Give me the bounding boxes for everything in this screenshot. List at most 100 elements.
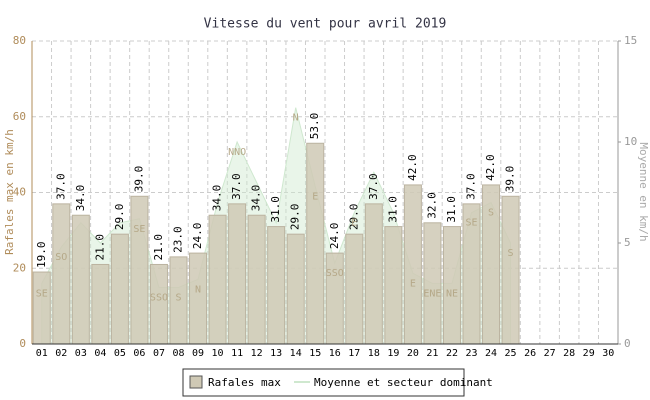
value-label: 23.0: [172, 226, 185, 253]
bar: [32, 271, 51, 345]
x-tick-label: 30: [602, 348, 614, 359]
bar: [91, 263, 110, 345]
y-axis-label: Rafales max en km/h: [3, 129, 16, 255]
x-tick-label: 25: [505, 348, 517, 359]
value-label: 34.0: [250, 185, 263, 212]
value-label: 37.0: [230, 173, 243, 200]
x-tick-label: 01: [36, 348, 48, 359]
value-label: 34.0: [74, 185, 87, 212]
value-label: 42.0: [484, 154, 497, 181]
value-label: 39.0: [132, 166, 145, 193]
bar: [247, 214, 266, 345]
y-tick-label: 60: [13, 110, 26, 123]
y2-tick-label: 10: [624, 135, 637, 148]
bar: [228, 203, 247, 345]
x-tick-label: 07: [153, 348, 165, 359]
bar: [149, 263, 168, 345]
value-label: 31.0: [445, 196, 458, 223]
bar: [442, 226, 461, 345]
bar: [364, 203, 383, 345]
x-tick-label: 16: [329, 348, 341, 359]
y2-tick-label: 0: [624, 337, 631, 350]
sector-label: SSO: [150, 292, 168, 303]
sector-label: NNO: [228, 147, 246, 158]
sector-label: N: [293, 113, 299, 124]
x-tick-label: 06: [133, 348, 145, 359]
value-label: 29.0: [347, 204, 360, 231]
sector-label: S: [508, 248, 514, 259]
legend-label: Rafales max: [208, 376, 281, 389]
x-tick-label: 14: [290, 348, 302, 359]
x-tick-label: 29: [583, 348, 595, 359]
x-tick-label: 24: [485, 348, 497, 359]
bar: [267, 226, 286, 345]
sector-label: SSO: [326, 268, 344, 279]
x-tick-label: 20: [407, 348, 419, 359]
x-tick-label: 27: [544, 348, 556, 359]
value-label: 19.0: [35, 242, 48, 269]
sector-label: SE: [36, 288, 48, 299]
y-tick-label: 80: [13, 34, 26, 47]
x-tick-label: 28: [563, 348, 575, 359]
bar: [286, 233, 305, 345]
x-tick-label: 10: [212, 348, 224, 359]
value-label: 37.0: [367, 173, 380, 200]
bar: [345, 233, 364, 345]
x-tick-label: 23: [465, 348, 477, 359]
sector-label: E: [312, 191, 318, 202]
legend-swatch: [189, 375, 203, 389]
legend-box: [182, 368, 465, 397]
x-tick-label: 15: [309, 348, 321, 359]
value-label: 37.0: [54, 173, 67, 200]
sector-label: NE: [446, 288, 458, 299]
x-tick-label: 08: [172, 348, 184, 359]
x-tick-label: 05: [114, 348, 126, 359]
x-tick-label: 13: [270, 348, 282, 359]
bar: [130, 195, 149, 345]
chart-title: Vitesse du vent pour avril 2019: [204, 17, 447, 32]
bar: [189, 252, 208, 345]
y2-axis-label: Moyenne en km/h: [637, 142, 650, 241]
value-label: 21.0: [93, 234, 106, 261]
sector-label: SE: [133, 224, 145, 235]
y2-tick-label: 5: [624, 236, 631, 249]
value-label: 24.0: [328, 223, 341, 250]
sector-label: SO: [55, 252, 67, 263]
x-tick-label: 19: [387, 348, 399, 359]
legend-label: Moyenne et secteur dominant: [314, 376, 493, 389]
x-tick-label: 09: [192, 348, 204, 359]
value-label: 31.0: [269, 196, 282, 223]
value-label: 34.0: [211, 185, 224, 212]
bar: [306, 142, 325, 345]
x-tick-label: 22: [446, 348, 458, 359]
sector-label: ENE: [423, 288, 441, 299]
value-label: 29.0: [113, 204, 126, 231]
y-tick-label: 0: [19, 337, 26, 350]
bar: [384, 226, 403, 345]
sector-label: S: [488, 208, 494, 219]
bar: [52, 203, 71, 345]
value-label: 39.0: [504, 166, 517, 193]
x-tick-label: 21: [426, 348, 438, 359]
x-tick-label: 11: [231, 348, 243, 359]
value-label: 24.0: [191, 223, 204, 250]
value-label: 31.0: [386, 196, 399, 223]
bar: [325, 252, 344, 345]
sector-label: E: [351, 218, 357, 229]
x-tick-label: 04: [94, 348, 106, 359]
y-tick-label: 20: [13, 261, 26, 274]
x-tick-label: 26: [524, 348, 536, 359]
bar: [71, 214, 90, 345]
sector-label: E: [410, 278, 416, 289]
bar: [423, 222, 442, 345]
x-tick-label: 03: [75, 348, 87, 359]
y2-tick-label: 15: [624, 34, 637, 47]
value-label: 21.0: [152, 234, 165, 261]
sector-label: N: [195, 284, 201, 295]
bar: [208, 214, 227, 345]
value-label: 37.0: [465, 173, 478, 200]
bar: [110, 233, 129, 345]
sector-label: SE: [465, 218, 477, 229]
value-label: 29.0: [289, 204, 302, 231]
